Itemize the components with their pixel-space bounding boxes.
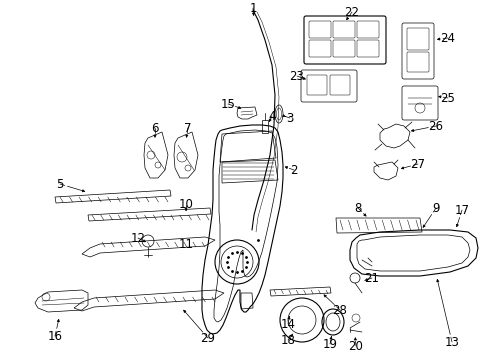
Text: 19: 19 (322, 338, 337, 351)
Text: 26: 26 (427, 120, 443, 132)
Text: 5: 5 (56, 177, 63, 190)
Text: 25: 25 (440, 91, 454, 104)
Text: 4: 4 (268, 109, 275, 122)
Text: 2: 2 (290, 163, 297, 176)
Text: 21: 21 (364, 271, 379, 284)
Text: 23: 23 (289, 69, 304, 82)
Text: 10: 10 (178, 198, 193, 211)
Text: 28: 28 (332, 303, 347, 316)
Text: 24: 24 (440, 31, 454, 45)
Text: 13: 13 (444, 336, 459, 348)
Text: 17: 17 (453, 203, 468, 216)
Text: 6: 6 (151, 122, 159, 135)
Text: 1: 1 (249, 1, 256, 14)
Text: 20: 20 (348, 339, 363, 352)
Text: 16: 16 (47, 329, 62, 342)
Text: 8: 8 (354, 202, 361, 215)
Text: 12: 12 (130, 231, 145, 244)
Text: 7: 7 (184, 122, 191, 135)
Text: 27: 27 (409, 158, 425, 171)
Text: 18: 18 (280, 333, 295, 346)
Text: 22: 22 (344, 5, 359, 18)
Text: 29: 29 (200, 332, 215, 345)
Text: 11: 11 (178, 238, 193, 251)
Text: 15: 15 (220, 98, 235, 111)
Text: 14: 14 (280, 318, 295, 330)
Text: 9: 9 (431, 202, 439, 215)
Text: 3: 3 (286, 112, 293, 125)
